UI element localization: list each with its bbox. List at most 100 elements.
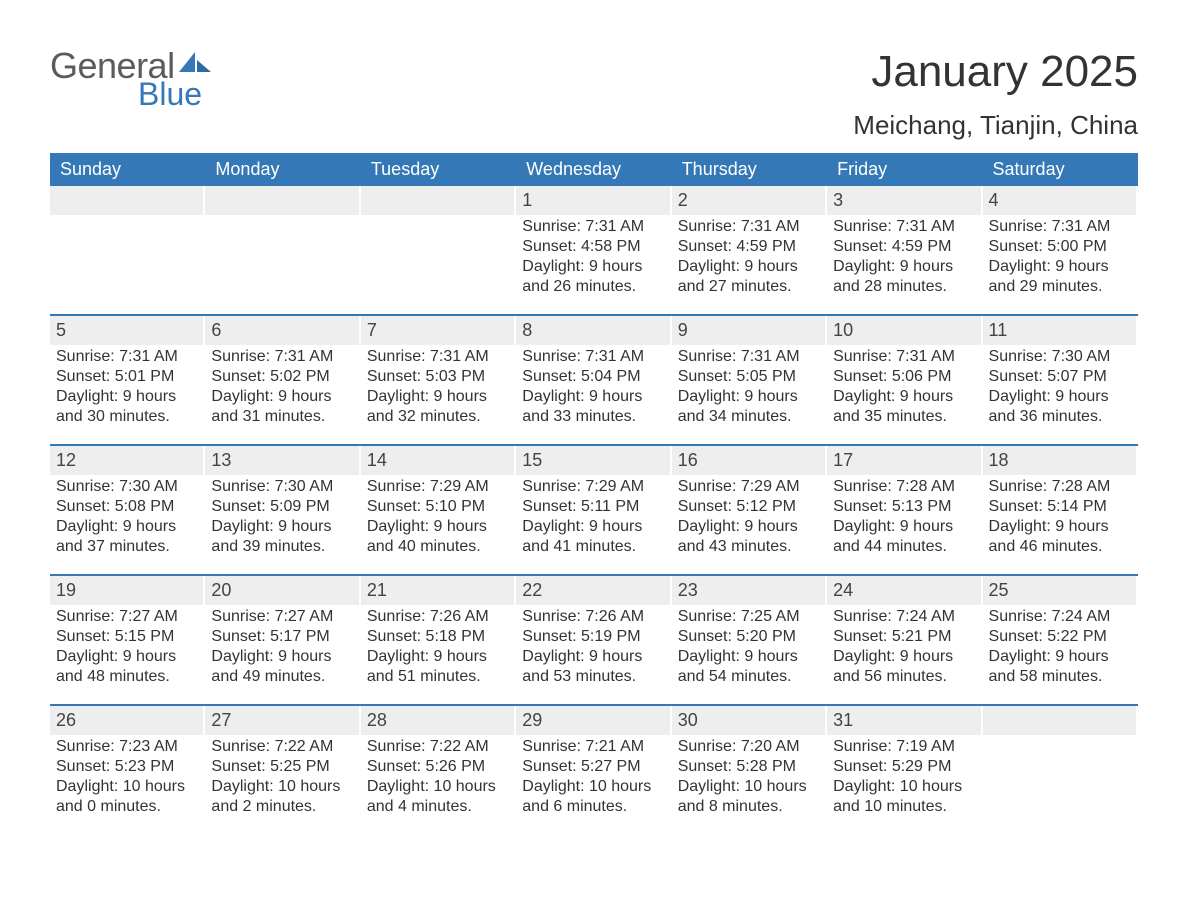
day-cell: 25Sunrise: 7:24 AMSunset: 5:22 PMDayligh… bbox=[983, 576, 1138, 704]
day-body: Sunrise: 7:24 AMSunset: 5:21 PMDaylight:… bbox=[827, 607, 980, 687]
sunset-text: Sunset: 5:07 PM bbox=[989, 367, 1132, 387]
day-number: 31 bbox=[827, 706, 980, 735]
sunset-text: Sunset: 5:19 PM bbox=[522, 627, 665, 647]
day-body: Sunrise: 7:23 AMSunset: 5:23 PMDaylight:… bbox=[50, 737, 203, 817]
sunset-text: Sunset: 5:12 PM bbox=[678, 497, 821, 517]
day-cell: 26Sunrise: 7:23 AMSunset: 5:23 PMDayligh… bbox=[50, 706, 205, 834]
header: General Blue January 2025 Meichang, Tian… bbox=[50, 48, 1138, 141]
daylight-text: Daylight: 9 hours and 26 minutes. bbox=[522, 257, 665, 297]
day-cell: 12Sunrise: 7:30 AMSunset: 5:08 PMDayligh… bbox=[50, 446, 205, 574]
day-cell: 15Sunrise: 7:29 AMSunset: 5:11 PMDayligh… bbox=[516, 446, 671, 574]
day-cell: 5Sunrise: 7:31 AMSunset: 5:01 PMDaylight… bbox=[50, 316, 205, 444]
day-body: Sunrise: 7:26 AMSunset: 5:18 PMDaylight:… bbox=[361, 607, 514, 687]
daylight-text: Daylight: 10 hours and 6 minutes. bbox=[522, 777, 665, 817]
day-body: Sunrise: 7:30 AMSunset: 5:09 PMDaylight:… bbox=[205, 477, 358, 557]
sunset-text: Sunset: 4:58 PM bbox=[522, 237, 665, 257]
sunset-text: Sunset: 5:27 PM bbox=[522, 757, 665, 777]
logo-sail-icon bbox=[179, 50, 213, 78]
daylight-text: Daylight: 9 hours and 58 minutes. bbox=[989, 647, 1132, 687]
day-body: Sunrise: 7:31 AMSunset: 5:05 PMDaylight:… bbox=[672, 347, 825, 427]
day-cell: 4Sunrise: 7:31 AMSunset: 5:00 PMDaylight… bbox=[983, 186, 1138, 314]
sunset-text: Sunset: 5:05 PM bbox=[678, 367, 821, 387]
sunset-text: Sunset: 5:18 PM bbox=[367, 627, 510, 647]
sunrise-text: Sunrise: 7:31 AM bbox=[678, 217, 821, 237]
sunset-text: Sunset: 5:04 PM bbox=[522, 367, 665, 387]
daylight-text: Daylight: 10 hours and 2 minutes. bbox=[211, 777, 354, 817]
sunset-text: Sunset: 5:20 PM bbox=[678, 627, 821, 647]
daylight-text: Daylight: 9 hours and 54 minutes. bbox=[678, 647, 821, 687]
day-cell: 11Sunrise: 7:30 AMSunset: 5:07 PMDayligh… bbox=[983, 316, 1138, 444]
daylight-text: Daylight: 9 hours and 37 minutes. bbox=[56, 517, 199, 557]
sunset-text: Sunset: 5:17 PM bbox=[211, 627, 354, 647]
day-cell: 21Sunrise: 7:26 AMSunset: 5:18 PMDayligh… bbox=[361, 576, 516, 704]
daylight-text: Daylight: 9 hours and 41 minutes. bbox=[522, 517, 665, 557]
day-cell: 28Sunrise: 7:22 AMSunset: 5:26 PMDayligh… bbox=[361, 706, 516, 834]
sunrise-text: Sunrise: 7:31 AM bbox=[678, 347, 821, 367]
sunset-text: Sunset: 5:09 PM bbox=[211, 497, 354, 517]
day-body: Sunrise: 7:20 AMSunset: 5:28 PMDaylight:… bbox=[672, 737, 825, 817]
sunset-text: Sunset: 5:13 PM bbox=[833, 497, 976, 517]
sunrise-text: Sunrise: 7:31 AM bbox=[833, 217, 976, 237]
day-cell: 29Sunrise: 7:21 AMSunset: 5:27 PMDayligh… bbox=[516, 706, 671, 834]
sunrise-text: Sunrise: 7:29 AM bbox=[522, 477, 665, 497]
day-body: Sunrise: 7:31 AMSunset: 4:58 PMDaylight:… bbox=[516, 217, 669, 297]
sunrise-text: Sunrise: 7:22 AM bbox=[367, 737, 510, 757]
day-body: Sunrise: 7:31 AMSunset: 5:02 PMDaylight:… bbox=[205, 347, 358, 427]
day-body: Sunrise: 7:31 AMSunset: 5:00 PMDaylight:… bbox=[983, 217, 1136, 297]
title-block: January 2025 Meichang, Tianjin, China bbox=[853, 48, 1138, 141]
day-number: 19 bbox=[50, 576, 203, 605]
dow-friday: Friday bbox=[827, 153, 982, 186]
day-number: 2 bbox=[672, 186, 825, 215]
day-body: Sunrise: 7:24 AMSunset: 5:22 PMDaylight:… bbox=[983, 607, 1136, 687]
sunrise-text: Sunrise: 7:22 AM bbox=[211, 737, 354, 757]
daylight-text: Daylight: 9 hours and 46 minutes. bbox=[989, 517, 1132, 557]
sunrise-text: Sunrise: 7:29 AM bbox=[367, 477, 510, 497]
day-number: 22 bbox=[516, 576, 669, 605]
daylight-text: Daylight: 9 hours and 49 minutes. bbox=[211, 647, 354, 687]
day-cell: 30Sunrise: 7:20 AMSunset: 5:28 PMDayligh… bbox=[672, 706, 827, 834]
dow-tuesday: Tuesday bbox=[361, 153, 516, 186]
day-body: Sunrise: 7:31 AMSunset: 4:59 PMDaylight:… bbox=[672, 217, 825, 297]
day-body: Sunrise: 7:29 AMSunset: 5:11 PMDaylight:… bbox=[516, 477, 669, 557]
daylight-text: Daylight: 9 hours and 31 minutes. bbox=[211, 387, 354, 427]
day-body: Sunrise: 7:31 AMSunset: 5:03 PMDaylight:… bbox=[361, 347, 514, 427]
sunset-text: Sunset: 5:00 PM bbox=[989, 237, 1132, 257]
day-body: Sunrise: 7:29 AMSunset: 5:12 PMDaylight:… bbox=[672, 477, 825, 557]
daylight-text: Daylight: 9 hours and 34 minutes. bbox=[678, 387, 821, 427]
day-number: 20 bbox=[205, 576, 358, 605]
day-cell bbox=[50, 186, 205, 314]
day-cell: 6Sunrise: 7:31 AMSunset: 5:02 PMDaylight… bbox=[205, 316, 360, 444]
weeks-container: 1Sunrise: 7:31 AMSunset: 4:58 PMDaylight… bbox=[50, 186, 1138, 834]
day-body: Sunrise: 7:31 AMSunset: 5:01 PMDaylight:… bbox=[50, 347, 203, 427]
sunrise-text: Sunrise: 7:31 AM bbox=[522, 347, 665, 367]
day-of-week-header: Sunday Monday Tuesday Wednesday Thursday… bbox=[50, 153, 1138, 186]
sunrise-text: Sunrise: 7:24 AM bbox=[989, 607, 1132, 627]
sunrise-text: Sunrise: 7:21 AM bbox=[522, 737, 665, 757]
sunrise-text: Sunrise: 7:31 AM bbox=[211, 347, 354, 367]
week-row: 1Sunrise: 7:31 AMSunset: 4:58 PMDaylight… bbox=[50, 186, 1138, 314]
sunrise-text: Sunrise: 7:28 AM bbox=[833, 477, 976, 497]
day-number: 9 bbox=[672, 316, 825, 345]
day-body: Sunrise: 7:26 AMSunset: 5:19 PMDaylight:… bbox=[516, 607, 669, 687]
sunrise-text: Sunrise: 7:26 AM bbox=[522, 607, 665, 627]
sunset-text: Sunset: 4:59 PM bbox=[678, 237, 821, 257]
sunset-text: Sunset: 5:14 PM bbox=[989, 497, 1132, 517]
sunrise-text: Sunrise: 7:20 AM bbox=[678, 737, 821, 757]
day-body: Sunrise: 7:31 AMSunset: 4:59 PMDaylight:… bbox=[827, 217, 980, 297]
week-row: 5Sunrise: 7:31 AMSunset: 5:01 PMDaylight… bbox=[50, 314, 1138, 444]
sunrise-text: Sunrise: 7:31 AM bbox=[367, 347, 510, 367]
daylight-text: Daylight: 9 hours and 39 minutes. bbox=[211, 517, 354, 557]
day-body: Sunrise: 7:27 AMSunset: 5:17 PMDaylight:… bbox=[205, 607, 358, 687]
day-number: 23 bbox=[672, 576, 825, 605]
day-number: 15 bbox=[516, 446, 669, 475]
day-body: Sunrise: 7:28 AMSunset: 5:13 PMDaylight:… bbox=[827, 477, 980, 557]
sunset-text: Sunset: 4:59 PM bbox=[833, 237, 976, 257]
sunrise-text: Sunrise: 7:30 AM bbox=[989, 347, 1132, 367]
day-cell bbox=[361, 186, 516, 314]
week-row: 19Sunrise: 7:27 AMSunset: 5:15 PMDayligh… bbox=[50, 574, 1138, 704]
day-cell: 16Sunrise: 7:29 AMSunset: 5:12 PMDayligh… bbox=[672, 446, 827, 574]
daylight-text: Daylight: 9 hours and 35 minutes. bbox=[833, 387, 976, 427]
daylight-text: Daylight: 10 hours and 0 minutes. bbox=[56, 777, 199, 817]
day-number: 17 bbox=[827, 446, 980, 475]
sunrise-text: Sunrise: 7:29 AM bbox=[678, 477, 821, 497]
